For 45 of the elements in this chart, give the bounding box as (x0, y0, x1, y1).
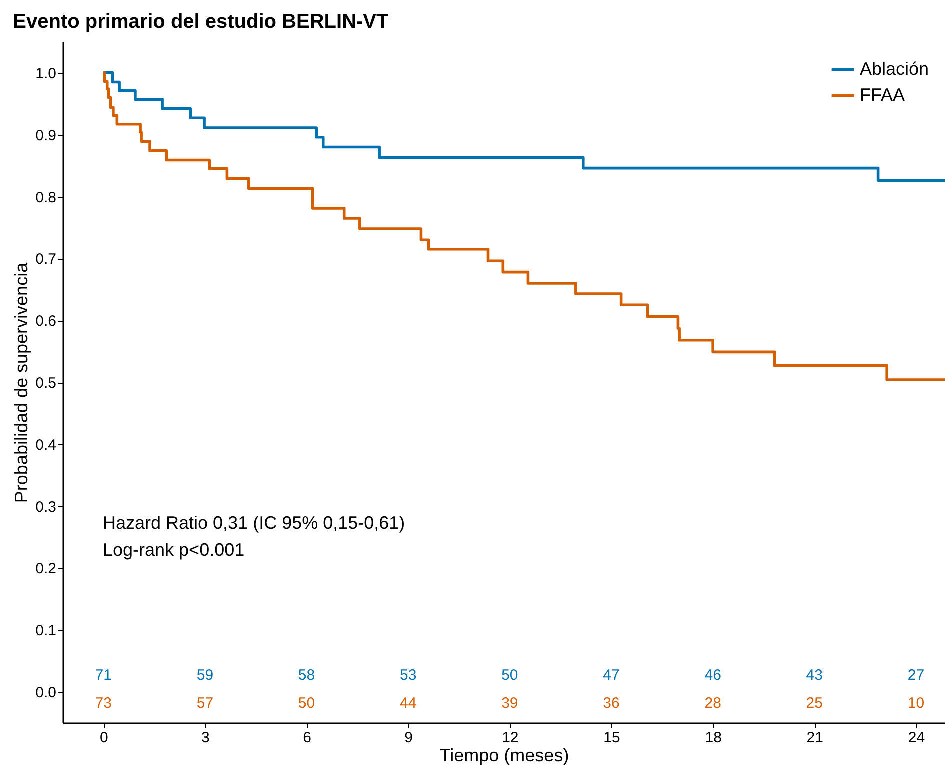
x-tick-label: 24 (908, 730, 926, 746)
annotation: 71 (95, 667, 112, 684)
annotation: 27 (908, 667, 925, 684)
y-tick-label: 0.5 (36, 375, 56, 392)
x-tick-label: 9 (404, 730, 414, 746)
annotation: 36 (603, 695, 620, 712)
annotation: 46 (704, 667, 722, 684)
legend-label: Ablación (860, 59, 930, 79)
annotation: 50 (298, 695, 316, 712)
legend-label: FFAA (860, 85, 906, 105)
y-tick-label: 0.6 (36, 313, 56, 330)
y-tick-label: 0.9 (36, 127, 56, 144)
x-tick-label: 3 (202, 730, 210, 746)
x-axis-title: Tiempo (meses) (440, 746, 570, 765)
x-tick-label: 15 (604, 730, 620, 746)
annotation: 25 (806, 695, 823, 712)
x-tick-label: 18 (705, 730, 722, 746)
annotation: Hazard Ratio 0,31 (IC 95% 0,15-0,61) (103, 513, 406, 533)
annotation: 73 (95, 695, 112, 712)
chart-title: Evento primario del estudio BERLIN-VT (13, 11, 389, 33)
annotation: 57 (196, 695, 214, 712)
annotation: Log-rank p<0.001 (103, 540, 245, 560)
y-tick-label: 0.0 (36, 684, 56, 702)
annotation: 44 (400, 695, 417, 712)
x-tick-label: 21 (806, 730, 824, 746)
y-tick-label: 0.1 (36, 622, 56, 640)
y-tick-label: 1.0 (36, 65, 56, 82)
annotation: 59 (196, 667, 214, 684)
y-tick-label: 0.3 (36, 498, 56, 516)
annotation: 53 (400, 667, 417, 684)
annotation: 58 (298, 667, 316, 684)
annotation: 10 (908, 695, 925, 712)
y-tick-label: 0.2 (36, 560, 56, 578)
y-tick-label: 0.7 (36, 251, 56, 268)
y-tick-label: 0.8 (36, 189, 56, 206)
annotation: 50 (502, 667, 518, 684)
x-tick-label: 6 (303, 730, 312, 746)
annotation: 39 (502, 695, 518, 712)
y-axis-title: Probabilidad de supervivencia (12, 262, 32, 504)
annotation: 47 (603, 667, 620, 684)
annotation: 28 (704, 695, 722, 712)
y-tick-label: 0.4 (36, 436, 56, 454)
x-tick-label: 0 (100, 730, 108, 746)
x-tick-label: 12 (502, 730, 519, 746)
annotation: 43 (806, 667, 823, 684)
